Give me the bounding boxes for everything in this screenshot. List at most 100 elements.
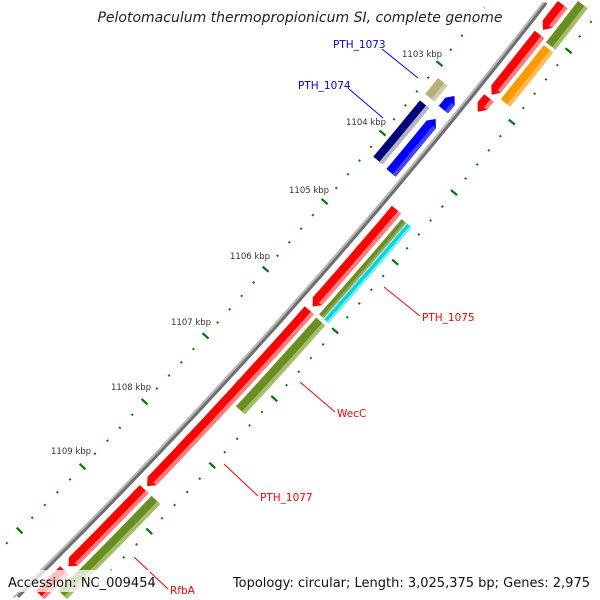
feature-label-pth1075[interactable]: PTH_1075 — [422, 312, 475, 324]
feature-orange[interactable] — [500, 45, 554, 107]
minor-tick-outer — [555, 63, 559, 67]
ruler-label: 1106 kbp — [230, 252, 270, 262]
ruler-label: 1109 kbp — [51, 447, 91, 457]
feature-pth1073[interactable] — [425, 78, 448, 102]
feature-highlight — [326, 225, 412, 324]
minor-tick-inner — [179, 360, 183, 364]
minor-tick-outer — [297, 370, 301, 374]
minor-tick-inner — [287, 240, 291, 244]
minor-tick-inner — [240, 294, 244, 298]
feature-highlight — [318, 211, 402, 306]
backbone — [12, 1, 548, 599]
feature-labels: PTH_1073 PTH_1074 PTH_1075 WecC PTH_1077… — [133, 39, 475, 597]
feature-body — [312, 205, 402, 307]
minor-tick-inner — [415, 90, 419, 93]
feature-body — [542, 1, 568, 30]
feature-pth1077[interactable] — [147, 306, 314, 487]
major-tick-inner — [320, 198, 329, 205]
minor-tick-inner — [299, 227, 303, 231]
minor-tick-inner — [118, 426, 122, 430]
feature-label-pth1073[interactable]: PTH_1073 — [333, 39, 386, 51]
ruler-label: 1105 kbp — [289, 186, 329, 196]
feature-olive-top[interactable] — [546, 1, 588, 50]
feature-red[interactable] — [491, 30, 545, 95]
minor-tick-outer — [369, 288, 373, 292]
minor-tick-inner — [460, 34, 464, 38]
minor-tick-outer — [487, 148, 491, 152]
feature-highlight — [74, 490, 149, 566]
minor-tick-inner — [228, 307, 232, 311]
leader-line — [133, 556, 169, 590]
minor-tick-outer — [260, 410, 264, 414]
minor-tick-inner — [192, 347, 195, 351]
feature-wecc[interactable] — [236, 317, 326, 415]
major-tick-inner — [201, 332, 210, 340]
feature-label-pth1077[interactable]: PTH_1077 — [260, 492, 313, 504]
feature-red-lower[interactable] — [68, 485, 149, 567]
feature-body — [425, 78, 448, 102]
minor-tick-inner — [252, 281, 256, 285]
minor-tick-outer — [285, 383, 288, 387]
minor-tick-inner — [106, 439, 109, 443]
feature-label-wecc[interactable]: WecC — [337, 408, 366, 420]
feature-pth1075-red[interactable] — [312, 205, 402, 307]
feature-highlight — [483, 99, 494, 110]
ruler-label: 1108 kbp — [111, 383, 151, 393]
backbone-ring-highlight — [12, 1, 545, 599]
minor-tick-outer — [440, 205, 444, 208]
minor-tick-inner — [369, 145, 373, 149]
feature-pth1075-olive[interactable] — [319, 219, 407, 319]
minor-tick-outer — [173, 503, 176, 507]
feature-body — [236, 317, 326, 415]
feature-body — [491, 30, 545, 95]
minor-tick-outer — [578, 34, 582, 38]
title-backdrop — [100, 4, 500, 26]
feature-pth1073-strand[interactable] — [438, 96, 455, 114]
ruler-labels: 1103 kbp 1104 kbp 1105 kbp 1106 kbp 1107… — [51, 50, 442, 457]
minor-tick-inner — [43, 503, 47, 507]
minor-tick-outer — [589, 20, 593, 24]
minor-tick-outer — [475, 163, 479, 166]
feature-red-top[interactable] — [542, 1, 568, 30]
feature-highlight — [444, 102, 455, 114]
major-tick-inner — [78, 462, 87, 471]
feature-red-small[interactable] — [477, 94, 494, 112]
feature-pth1074-strand[interactable] — [386, 119, 436, 177]
major-tick-inner — [140, 398, 149, 406]
minor-tick-outer — [544, 78, 548, 81]
feature-highlight — [497, 35, 545, 93]
leader-line — [223, 463, 259, 497]
feature-body — [68, 485, 149, 567]
feature-highlight — [552, 5, 588, 50]
minor-tick-outer — [248, 424, 251, 427]
minor-tick-inner — [216, 321, 220, 325]
feature-highlight — [431, 83, 448, 102]
ruler-label: 1104 kbp — [346, 118, 386, 128]
minor-tick-inner — [449, 48, 453, 52]
footer-backdrop — [4, 570, 150, 592]
feature-body — [324, 223, 412, 324]
minor-tick-outer — [381, 274, 385, 278]
minor-tick-inner — [93, 452, 97, 456]
major-tick-inner — [261, 265, 270, 273]
leader-line — [348, 88, 384, 119]
feature-pth1074[interactable] — [373, 100, 430, 165]
minor-tick-inner — [155, 387, 159, 391]
feature-pth1075-cyan[interactable] — [324, 223, 412, 324]
feature-label-pth1074[interactable]: PTH_1074 — [298, 80, 351, 92]
minor-tick-outer — [321, 343, 325, 346]
major-tick-outer — [391, 258, 399, 266]
leader-line — [383, 286, 421, 317]
minor-tick-outer — [160, 516, 164, 520]
minor-tick-inner — [130, 413, 134, 417]
major-tick-inner — [15, 526, 24, 535]
feature-label-rfba[interactable]: RfbA — [170, 585, 196, 597]
leader-line — [299, 381, 336, 413]
minor-tick-outer — [122, 555, 126, 559]
minor-tick-inner — [30, 516, 34, 520]
minor-tick-outer — [464, 177, 468, 180]
minor-tick-inner — [68, 477, 72, 481]
minor-tick-inner — [56, 490, 59, 494]
minor-tick-inner — [334, 186, 338, 190]
